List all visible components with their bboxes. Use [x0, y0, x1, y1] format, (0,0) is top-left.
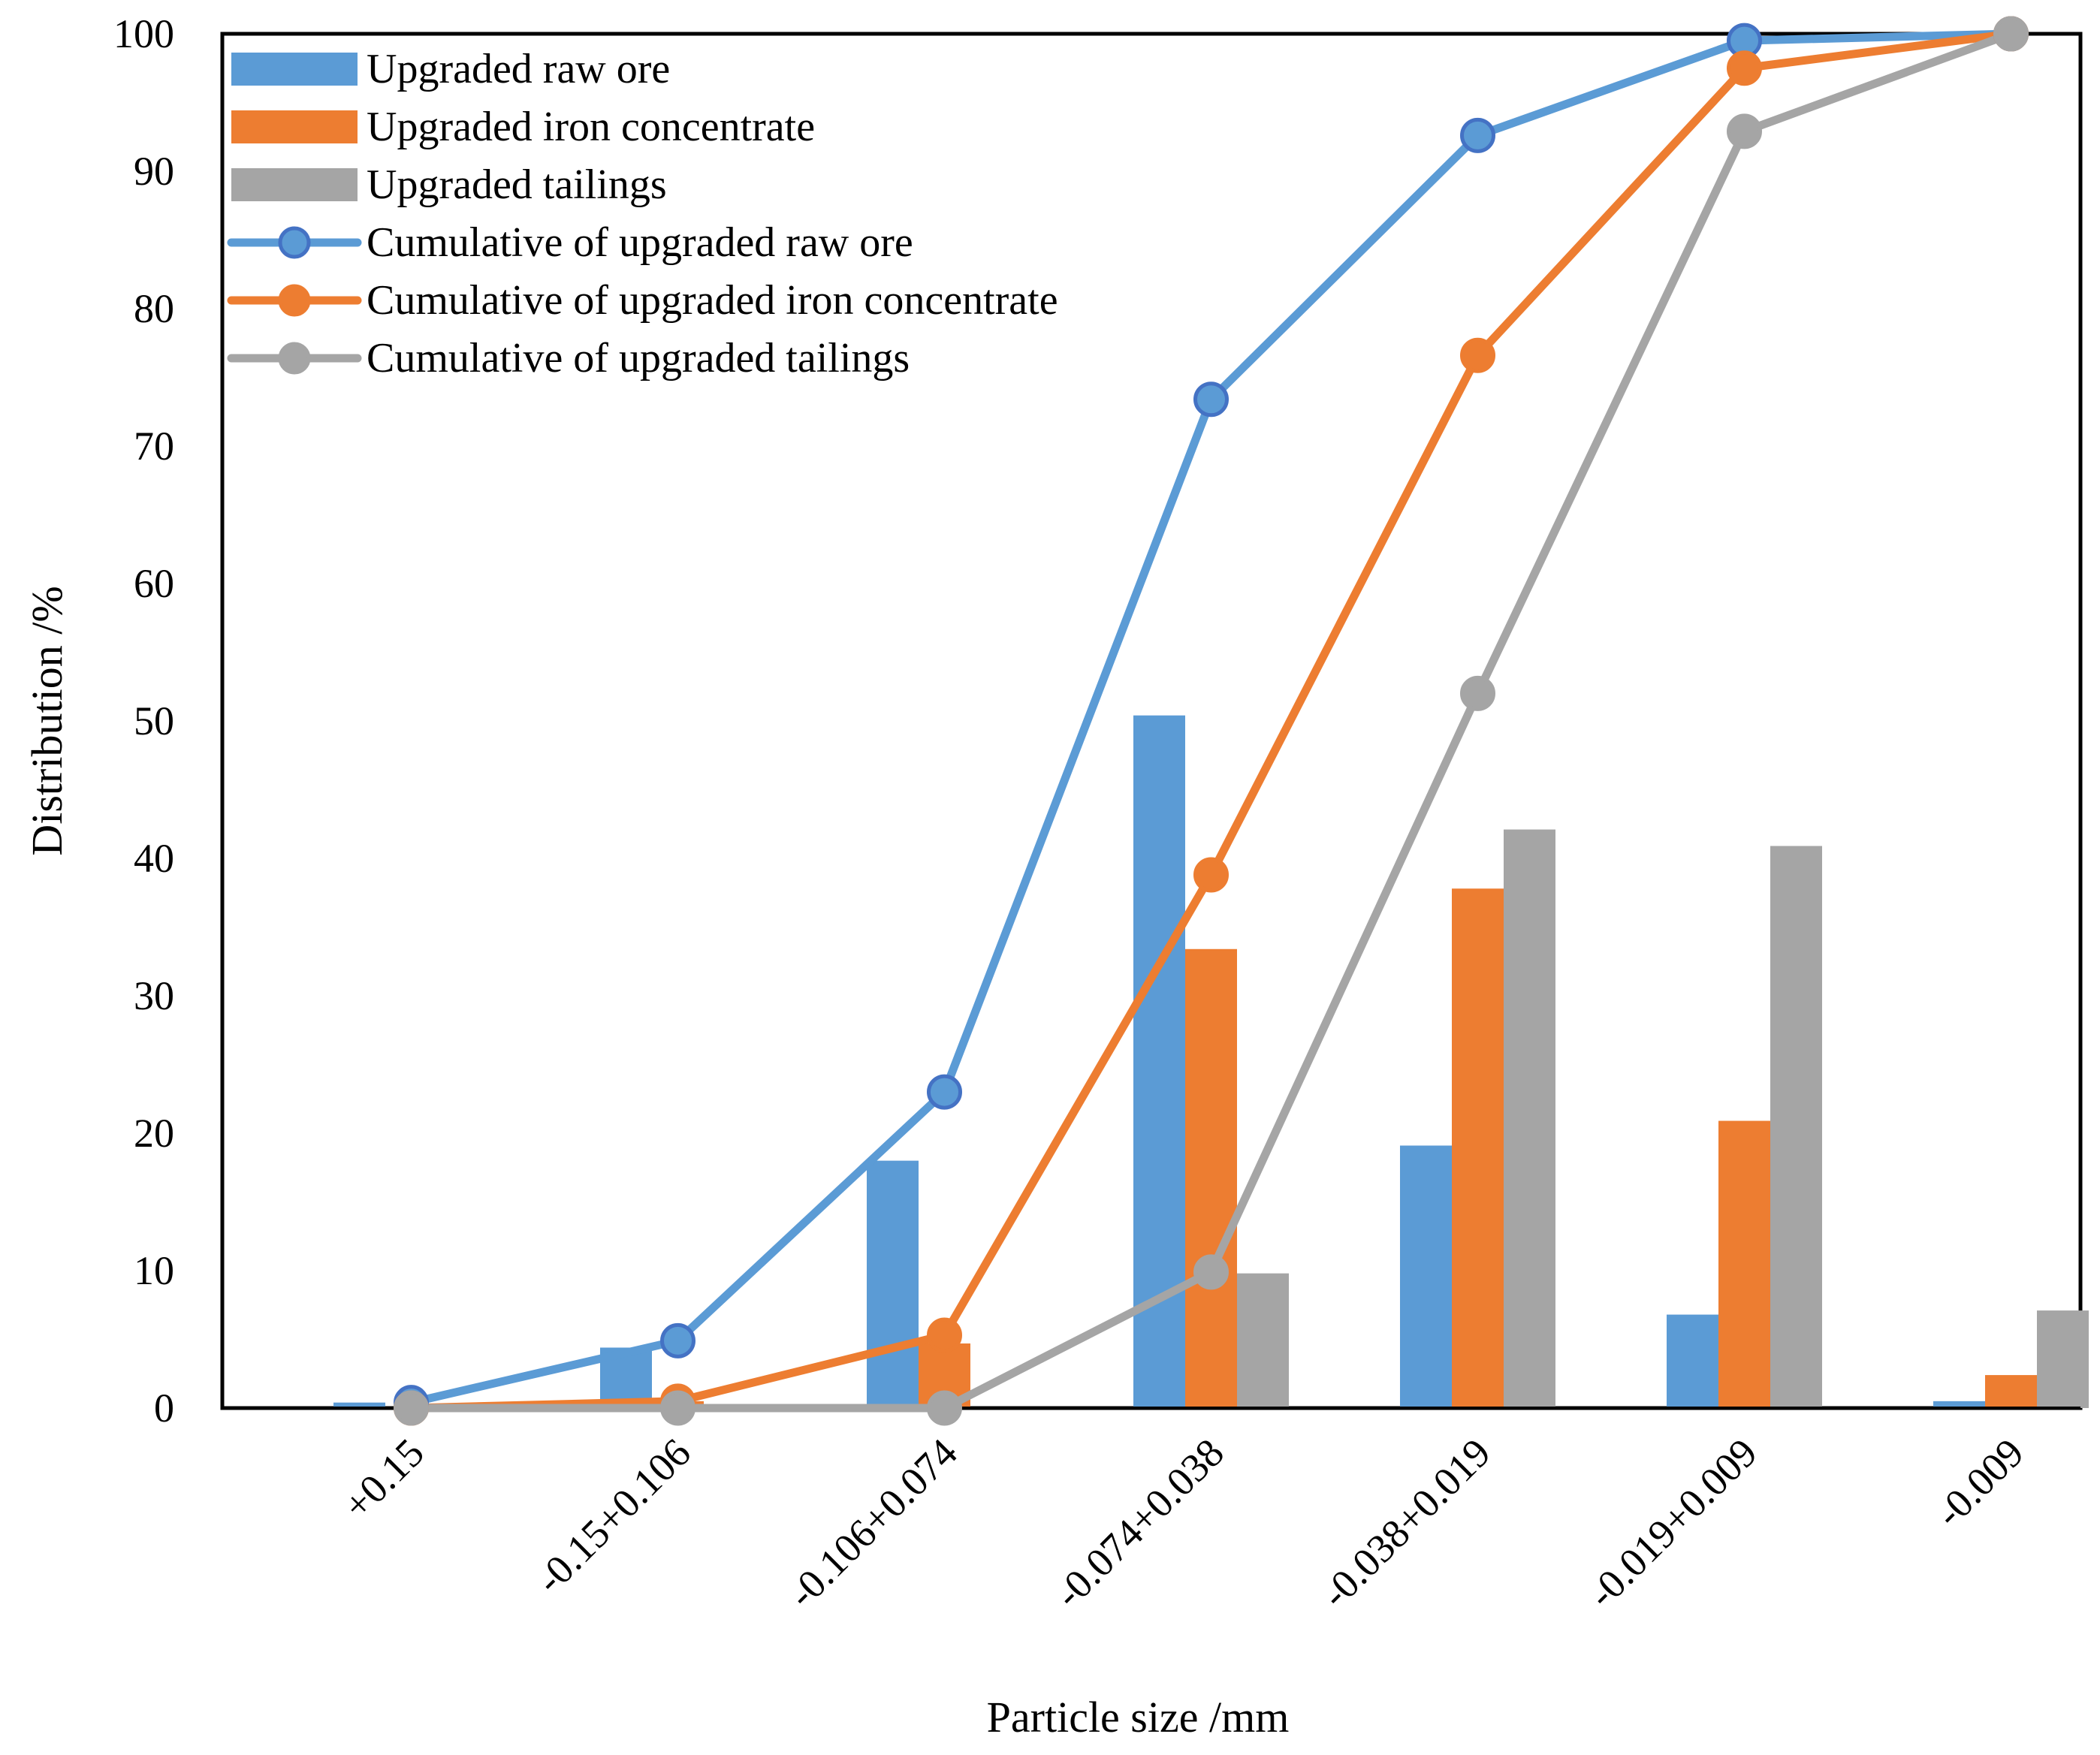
x-category-label: -0.074+0.038 — [1045, 1430, 1233, 1617]
bar-1-5 — [1400, 1145, 1452, 1408]
y-tick-label: 30 — [134, 973, 174, 1018]
bar-1-7 — [1933, 1401, 1985, 1408]
y-tick-label: 60 — [134, 561, 174, 606]
legend-swatch-marker-1 — [278, 226, 311, 259]
x-category-label: -0.15+0.106 — [527, 1430, 699, 1602]
legend-label: Cumulative of upgraded raw ore — [367, 219, 913, 266]
y-tick-label: 100 — [113, 11, 174, 56]
cumulative-point-3-5 — [1460, 675, 1495, 711]
bar-2-4 — [1185, 948, 1237, 1408]
y-axis-ticks: 0 10 20 30 40 50 60 70 80 90 100 — [113, 11, 174, 1431]
cumulative-point-1-3 — [927, 1074, 962, 1110]
x-axis-ticks: +0.15 -0.15+0.106 -0.106+0.074 -0.074+0.038… — [334, 1430, 2032, 1617]
y-axis-title: Distribution /% — [23, 586, 71, 855]
y-tick-label: 40 — [134, 836, 174, 881]
cumulative-point-3-1 — [394, 1390, 429, 1426]
marker-group — [394, 16, 2029, 1426]
cumulative-point-3-4 — [1193, 1254, 1229, 1290]
y-tick-label: 50 — [134, 698, 174, 743]
x-category-label: +0.15 — [334, 1430, 433, 1528]
legend-swatch-bar-1 — [231, 53, 358, 86]
cumulative-point-3-2 — [660, 1390, 695, 1426]
cumulative-point-3-7 — [1993, 16, 2029, 52]
legend: Upgraded raw ore Upgraded iron concentrat… — [227, 46, 1058, 381]
y-tick-label: 70 — [134, 424, 174, 469]
legend-label: Cumulative of upgraded tailings — [367, 335, 910, 381]
cumulative-point-1-4 — [1193, 381, 1229, 418]
x-axis-title: Particle size /mm — [987, 1693, 1290, 1741]
y-tick-label: 0 — [154, 1386, 174, 1431]
legend-label: Upgraded raw ore — [367, 46, 670, 92]
cumulative-point-1-2 — [660, 1322, 695, 1358]
x-category-label: -0.009 — [1927, 1430, 2032, 1536]
cumulative-point-2-5 — [1460, 337, 1495, 373]
y-tick-label: 90 — [134, 149, 174, 194]
cumulative-point-1-5 — [1460, 117, 1495, 153]
bar-2-7 — [1985, 1375, 2037, 1408]
legend-swatch-bar-3 — [231, 168, 358, 201]
cumulative-point-3-3 — [927, 1390, 962, 1426]
legend-swatch-marker-2 — [278, 284, 311, 317]
cumulative-point-2-4 — [1193, 857, 1229, 893]
cumulative-point-2-3 — [927, 1317, 962, 1353]
y-tick-label: 80 — [134, 286, 174, 331]
y-tick-label: 20 — [134, 1111, 174, 1156]
legend-label: Upgraded iron concentrate — [367, 104, 815, 150]
bar-1-1 — [333, 1402, 385, 1408]
bar-2-5 — [1452, 888, 1504, 1408]
y-tick-label: 10 — [134, 1248, 174, 1293]
legend-swatch-bar-2 — [231, 110, 358, 143]
bar-3-4 — [1237, 1273, 1289, 1408]
cumulative-point-2-6 — [1727, 50, 1762, 86]
bar-3-7 — [2037, 1310, 2089, 1408]
x-category-label: -0.038+0.019 — [1312, 1430, 1499, 1617]
x-category-label: -0.106+0.074 — [779, 1430, 966, 1617]
legend-label: Upgraded tailings — [367, 161, 667, 208]
bar-2-6 — [1718, 1120, 1770, 1408]
legend-label: Cumulative of upgraded iron concentrate — [367, 277, 1058, 324]
bar-3-5 — [1504, 829, 1555, 1408]
bar-1-6 — [1667, 1314, 1718, 1408]
bar-1-3 — [867, 1160, 919, 1408]
cumulative-point-3-6 — [1727, 113, 1762, 149]
bar-3-6 — [1770, 846, 1822, 1408]
legend-swatch-marker-3 — [278, 342, 311, 375]
x-category-label: -0.019+0.009 — [1579, 1430, 1766, 1617]
